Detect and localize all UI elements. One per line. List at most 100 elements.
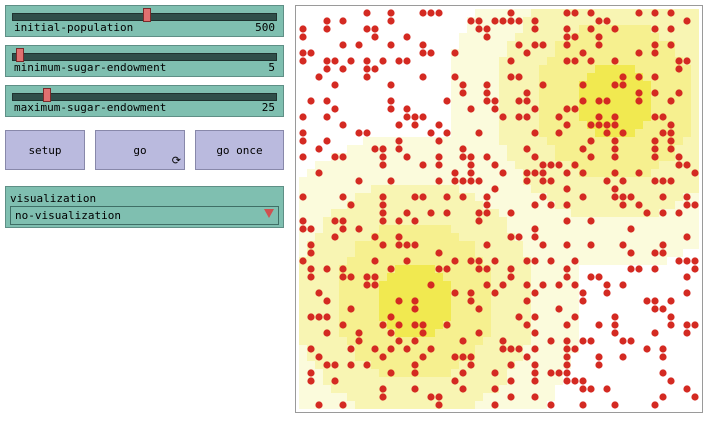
patch <box>443 89 451 97</box>
patch <box>595 345 603 353</box>
patch <box>347 241 355 249</box>
patch <box>483 9 491 17</box>
turtle-agent <box>299 33 307 41</box>
world-view[interactable] <box>295 5 703 413</box>
turtle-agent <box>379 201 387 209</box>
patch <box>571 41 579 49</box>
patch <box>307 193 315 201</box>
patch <box>595 9 603 17</box>
patch <box>323 241 331 249</box>
patch <box>643 233 651 241</box>
patch <box>555 273 563 281</box>
turtle-agent <box>387 81 395 89</box>
patch <box>483 233 491 241</box>
turtle-agent <box>323 25 331 33</box>
patch <box>515 49 523 57</box>
patch <box>427 313 435 321</box>
patch <box>315 369 323 377</box>
patch <box>675 273 683 281</box>
patch <box>603 169 611 177</box>
patch <box>643 201 651 209</box>
patch <box>675 369 683 377</box>
patch <box>547 225 555 233</box>
patch <box>611 353 619 361</box>
patch <box>659 97 667 105</box>
turtle-agent <box>579 81 587 89</box>
patch <box>619 233 627 241</box>
patch <box>371 17 379 25</box>
turtle-agent <box>571 9 579 17</box>
patch <box>339 145 347 153</box>
patch <box>483 377 491 385</box>
patch <box>531 57 539 65</box>
patch <box>619 33 627 41</box>
patch <box>371 105 379 113</box>
patch <box>347 177 355 185</box>
patch <box>387 153 395 161</box>
patch <box>363 345 371 353</box>
patch <box>523 369 531 377</box>
patch <box>595 257 603 265</box>
visualization-chooser[interactable]: visualization no-visualization <box>5 186 284 228</box>
patch <box>339 9 347 17</box>
patch <box>499 265 507 273</box>
patch <box>539 185 547 193</box>
go-once-button[interactable]: go once <box>195 130 284 170</box>
patch <box>435 345 443 353</box>
patch <box>539 233 547 241</box>
patch <box>339 329 347 337</box>
patch <box>443 249 451 257</box>
visualization-select[interactable]: no-visualization <box>10 206 279 225</box>
patch <box>595 217 603 225</box>
patch <box>443 361 451 369</box>
patch <box>403 145 411 153</box>
turtle-agent <box>451 353 459 361</box>
turtle-agent <box>387 105 395 113</box>
patch <box>571 89 579 97</box>
patch <box>547 121 555 129</box>
patch <box>403 193 411 201</box>
turtle-agent <box>651 177 659 185</box>
turtle-agent <box>387 97 395 105</box>
patch <box>523 9 531 17</box>
patch <box>483 177 491 185</box>
patch <box>587 353 595 361</box>
slider-thumb[interactable] <box>16 48 24 62</box>
patch <box>563 145 571 153</box>
setup-button[interactable]: setup <box>5 130 85 170</box>
turtle-agent <box>491 105 499 113</box>
maximum-sugar-endowment-slider[interactable]: maximum-sugar-endowment 25 <box>5 85 284 117</box>
slider-thumb[interactable] <box>43 88 51 102</box>
patch <box>675 33 683 41</box>
patch <box>683 393 691 401</box>
patch <box>523 161 531 169</box>
patch <box>299 385 307 393</box>
patch <box>675 129 683 137</box>
patch <box>611 217 619 225</box>
patch <box>563 129 571 137</box>
patch <box>347 217 355 225</box>
patch <box>587 233 595 241</box>
patch <box>395 201 403 209</box>
go-button[interactable]: go ⟳ <box>95 130 185 170</box>
world-canvas[interactable] <box>299 9 699 409</box>
slider-thumb[interactable] <box>143 8 151 22</box>
patch <box>683 49 691 57</box>
dropdown-arrow-icon[interactable] <box>264 209 274 218</box>
patch <box>619 161 627 169</box>
patch <box>467 73 475 81</box>
patch <box>307 393 315 401</box>
patch <box>475 121 483 129</box>
initial-population-slider[interactable]: initial-population 500 <box>5 5 284 37</box>
patch <box>539 9 547 17</box>
patch <box>427 89 435 97</box>
patch <box>411 377 419 385</box>
patch <box>491 153 499 161</box>
minimum-sugar-endowment-slider[interactable]: minimum-sugar-endowment 5 <box>5 45 284 77</box>
patch <box>643 177 651 185</box>
patch <box>603 329 611 337</box>
patch <box>683 265 691 273</box>
turtle-agent <box>531 129 539 137</box>
turtle-agent <box>683 201 691 209</box>
patch <box>475 57 483 65</box>
